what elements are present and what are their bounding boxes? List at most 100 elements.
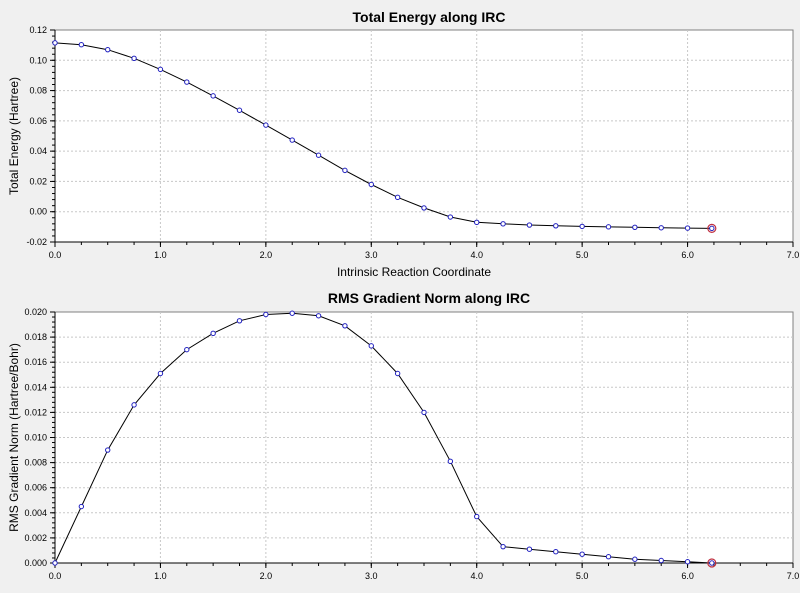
x-tick-label: 3.0 [365, 250, 378, 260]
y-tick-label: 0.020 [24, 307, 47, 317]
x-tick-label: 6.0 [681, 571, 694, 581]
x-tick-label: 7.0 [787, 250, 800, 260]
x-tick-label: 1.0 [154, 571, 167, 581]
data-point [553, 549, 559, 555]
y-tick-label: 0.002 [24, 533, 47, 543]
x-tick-label: 6.0 [681, 250, 694, 260]
y-tick-label: 0.016 [24, 357, 47, 367]
data-point [500, 221, 506, 227]
data-point [421, 409, 427, 416]
data-point [579, 223, 585, 230]
data-point [684, 559, 691, 565]
data-point [447, 214, 454, 220]
chart-title: Total Energy along IRC [353, 9, 506, 25]
chart-title: RMS Gradient Norm along IRC [328, 290, 530, 306]
data-point [526, 546, 533, 552]
data-point [52, 560, 58, 566]
y-axis-label: Total Energy (Hartree) [7, 77, 21, 195]
data-point [474, 219, 480, 226]
end-point-ring [707, 223, 717, 233]
data-point [184, 346, 190, 353]
x-tick-label: 5.0 [576, 571, 589, 581]
data-point [236, 318, 243, 324]
data-point [210, 93, 216, 99]
data-point [263, 311, 269, 318]
data-point [78, 41, 85, 48]
end-point-ring [707, 558, 717, 568]
data-point [658, 225, 664, 231]
series-line [54, 42, 712, 229]
data-point [658, 557, 664, 564]
chart-panel-1: 0.0 1.0 2.0 3.0 4.0 5.0 6.0 7.0 -0.02 0.00 0.02 0.0… [7, 9, 799, 279]
data-point [131, 402, 137, 408]
data-point [709, 225, 715, 232]
data-point [394, 194, 401, 201]
y-tick-label: 0.08 [29, 86, 47, 96]
data-point [131, 55, 137, 62]
y-tick-label: 0.008 [24, 458, 47, 468]
data-point [368, 343, 374, 349]
y-tick-label: -0.02 [26, 237, 47, 247]
x-tick-label: 4.0 [470, 571, 483, 581]
y-tick-label: 0.014 [24, 382, 47, 392]
data-point [105, 46, 111, 53]
y-tick-label: 0.12 [29, 25, 47, 35]
x-tick-label: 0.0 [49, 571, 62, 581]
data-point [632, 224, 638, 231]
x-tick-label: 3.0 [365, 571, 378, 581]
data-point [394, 370, 401, 377]
data-point [605, 224, 612, 230]
series-line [54, 312, 712, 564]
data-point [632, 556, 638, 562]
y-tick-label: 0.018 [24, 332, 47, 342]
x-tick-label: 2.0 [260, 250, 273, 260]
data-point [553, 223, 559, 229]
data-point [684, 225, 691, 231]
data-point [263, 122, 269, 128]
y-tick-label: 0.10 [29, 55, 47, 65]
data-point [289, 137, 295, 143]
x-tick-label: 2.0 [260, 571, 273, 581]
data-point [342, 323, 348, 329]
data-point [315, 152, 322, 158]
data-point [368, 181, 374, 188]
x-tick-label: 4.0 [470, 250, 483, 260]
y-axis-label: RMS Gradient Norm (Hartree/Bohr) [7, 343, 21, 532]
y-tick-label: 0.000 [24, 558, 47, 568]
data-point [474, 513, 480, 520]
data-point [709, 560, 715, 566]
x-tick-label: 7.0 [787, 571, 800, 581]
x-tick-label: 5.0 [576, 250, 589, 260]
x-axis-label: Intrinsic Reaction Coordinate [337, 265, 491, 279]
y-tick-label: 0.010 [24, 433, 47, 443]
data-point [605, 554, 612, 560]
y-tick-label: 0.00 [29, 207, 47, 217]
data-point [526, 222, 533, 228]
x-tick-label: 1.0 [154, 250, 167, 260]
chart-panel-2: 0.0 1.0 2.0 3.0 4.0 5.0 6.0 7.0 0.000 0.002 0.004 0… [7, 290, 799, 581]
y-tick-label: 0.006 [24, 483, 47, 493]
data-point [447, 458, 454, 465]
data-point [52, 40, 58, 46]
data-point [289, 310, 295, 316]
data-point [579, 551, 585, 557]
y-tick-label: 0.012 [24, 407, 47, 417]
data-point [500, 543, 506, 550]
data-point [342, 167, 348, 174]
data-point [210, 330, 216, 337]
data-point [184, 79, 190, 85]
data-point [236, 107, 243, 113]
y-tick-label: 0.04 [29, 146, 47, 156]
data-point [78, 503, 85, 510]
y-tick-label: 0.02 [29, 176, 47, 186]
data-point [421, 205, 427, 211]
data-point [315, 313, 322, 319]
x-tick-label: 0.0 [49, 250, 62, 260]
y-tick-label: 0.06 [29, 116, 47, 126]
y-tick-label: 0.004 [24, 508, 47, 518]
data-point [105, 447, 111, 453]
data-point [157, 66, 164, 73]
data-point [157, 370, 164, 377]
